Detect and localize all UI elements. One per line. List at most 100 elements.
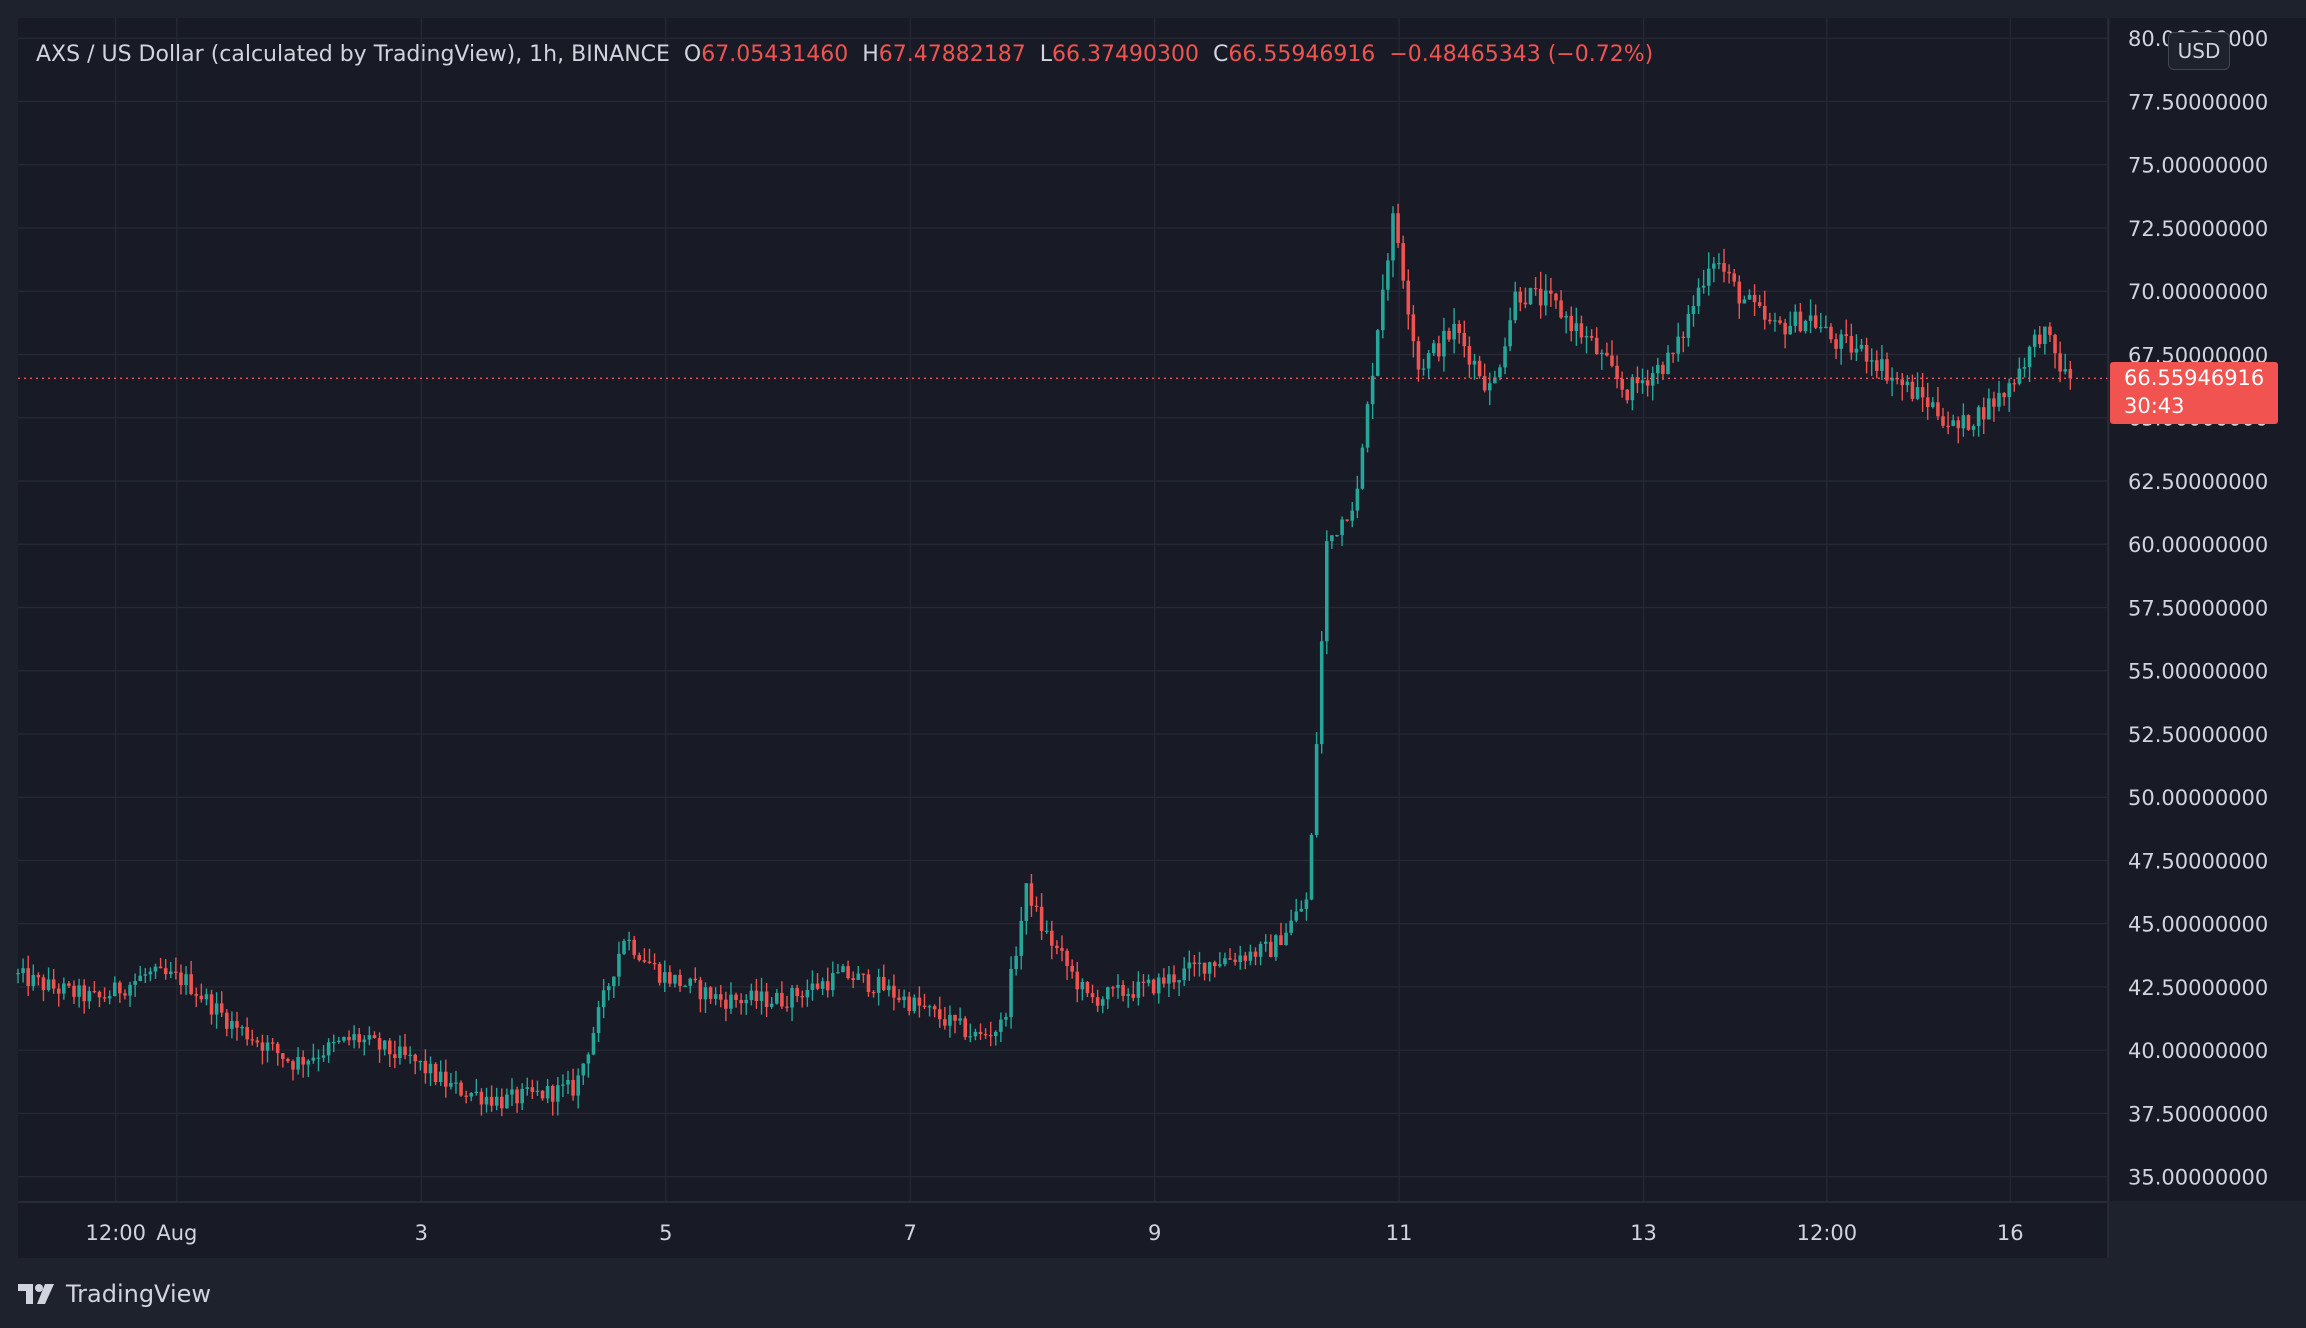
candle-body (937, 1009, 942, 1020)
candle-body (948, 1014, 952, 1026)
candle-body (1737, 281, 1742, 304)
candle-body (1880, 359, 1884, 371)
candle-body (1925, 397, 1930, 407)
candle-body (1956, 420, 1961, 429)
candle-body (484, 1096, 489, 1105)
time-tick-label: 3 (415, 1221, 428, 1245)
candle-body (1666, 352, 1670, 374)
currency-button[interactable]: USD (2168, 32, 2230, 70)
candle-body (1630, 377, 1635, 401)
candle-body (596, 1007, 601, 1034)
candle-body (2058, 353, 2062, 372)
candle-body (41, 977, 46, 991)
candle-body (1207, 962, 1212, 974)
candle-body (708, 987, 713, 999)
candle-body (1793, 311, 1798, 326)
chart-legend[interactable]: AXS / US Dollar (calculated by TradingVi… (36, 38, 1653, 70)
branding-text: TradingView (66, 1280, 212, 1308)
candle-body (1106, 987, 1110, 1000)
candle-body (1920, 387, 1925, 398)
candle-body (1538, 288, 1543, 306)
candle-body (1752, 294, 1757, 303)
price-tick-label: 70.00000000 (2128, 280, 2268, 304)
candle-body (1228, 958, 1232, 960)
candle-body (372, 1035, 377, 1039)
candle-body (836, 972, 840, 974)
candle-body (1905, 381, 1910, 386)
candle-body (16, 973, 20, 975)
candle-body (866, 974, 871, 992)
candle-body (968, 1036, 973, 1038)
time-axis[interactable] (18, 1203, 2108, 1258)
candle-body (749, 990, 754, 1000)
candle-body (2007, 383, 2011, 398)
price-tick-label: 35.00000000 (2128, 1166, 2268, 1190)
candle-body (856, 973, 861, 980)
candle-body (1788, 325, 1793, 335)
candle-body (897, 997, 901, 1001)
chart-pane[interactable] (18, 18, 2108, 1201)
candle-body (1869, 360, 1874, 362)
candle-body (545, 1086, 550, 1099)
candle-body (433, 1063, 438, 1083)
candle-body (26, 968, 30, 986)
price-tick-label: 47.50000000 (2128, 849, 2268, 873)
candle-body (1004, 1017, 1008, 1020)
candle-body (739, 1000, 743, 1004)
candle-body (612, 976, 616, 987)
candle-body (2048, 326, 2052, 335)
candle-body (1406, 280, 1411, 315)
candle-body (1650, 373, 1655, 386)
candle-body (1309, 834, 1314, 900)
candle-body (1370, 375, 1375, 405)
close-label: C (1212, 41, 1229, 67)
candle-body (637, 955, 642, 961)
symbol-title[interactable]: AXS / US Dollar (calculated by TradingVi… (36, 41, 670, 67)
candle-body (1182, 968, 1186, 981)
candle-body (1294, 911, 1299, 921)
candle-body (1783, 322, 1787, 335)
candle-body (1187, 962, 1192, 969)
candle-body (87, 991, 92, 1002)
candle-body (1971, 426, 1976, 430)
candle-body (82, 985, 86, 1002)
time-tick-label: 12:00 (1797, 1221, 1858, 1245)
candle-body (662, 972, 667, 983)
candle-body (561, 1084, 565, 1086)
candle-body (1513, 291, 1518, 321)
candle-body (780, 992, 784, 1007)
low-value: 66.37490300 (1052, 41, 1199, 67)
candle-body (1533, 287, 1538, 290)
candle-body (163, 968, 168, 975)
price-tick-label: 52.50000000 (2128, 723, 2268, 747)
candle-body (958, 1018, 962, 1021)
candle-body (128, 984, 132, 996)
candle-body (148, 971, 153, 975)
candle-body (734, 994, 738, 1001)
price-tick-label: 75.00000000 (2128, 154, 2268, 178)
candle-body (255, 1040, 260, 1043)
branding[interactable]: TradingView (18, 1276, 211, 1312)
candle-body (230, 1021, 234, 1029)
candle-body (683, 985, 687, 988)
candle-body (1757, 302, 1762, 306)
candle-body (1136, 981, 1141, 998)
candle-body (1472, 360, 1477, 365)
candle-body (1579, 323, 1584, 338)
candle-body (418, 1060, 423, 1063)
candle-body (1426, 353, 1431, 369)
price-tick-label: 77.50000000 (2128, 90, 2268, 114)
price-axis[interactable] (2110, 18, 2306, 1201)
candle-body (983, 1033, 988, 1036)
price-tick-label: 45.00000000 (2128, 913, 2268, 937)
candle-body (1268, 941, 1273, 957)
candle-body (1849, 336, 1854, 353)
candle-body (1039, 906, 1044, 931)
candle-body (1218, 964, 1222, 967)
candle-body (1437, 343, 1441, 357)
candle-body (1701, 285, 1706, 288)
candle-body (454, 1082, 458, 1084)
candle-body (754, 990, 759, 1001)
time-tick-label: Aug (156, 1221, 197, 1245)
candle-body (1314, 744, 1319, 835)
